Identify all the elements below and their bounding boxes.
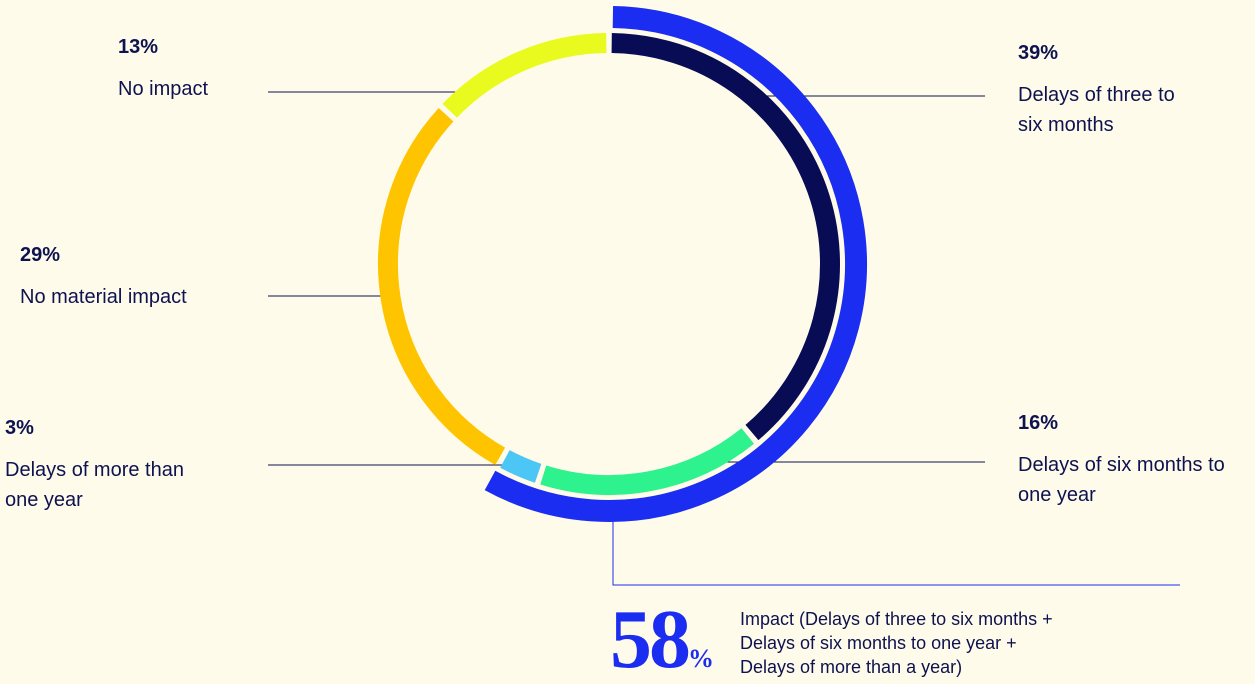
category-label: No material impact <box>20 286 187 308</box>
impact-arc <box>484 6 867 522</box>
category-label: Delays of three to six months <box>1018 84 1175 136</box>
category-label: Delays of more than one year <box>5 459 184 511</box>
impact-leader <box>612 520 1180 586</box>
impact-value: 58% <box>610 598 714 684</box>
donut-segment <box>378 107 506 466</box>
impact-text: Impact (Delays of three to six months + D… <box>740 607 1053 679</box>
impact-text-line: Impact (Delays of three to six months + <box>740 609 1053 629</box>
donut-segment <box>611 33 840 441</box>
percent-label: 39% <box>1018 42 1059 64</box>
donut-segment <box>442 33 607 118</box>
percent-label: 3% <box>5 417 34 439</box>
segment-label: 16% Delays of six months to one year <box>1018 408 1233 510</box>
segment-label: 29% No material impact <box>20 240 260 312</box>
percent-label: 13% <box>118 36 159 58</box>
donut-segment <box>500 450 542 483</box>
segment-label: 13% No impact <box>118 32 268 104</box>
percent-label: 29% <box>20 244 61 266</box>
donut-segment <box>540 428 755 495</box>
impact-unit: % <box>688 644 714 673</box>
segment-label: 3% Delays of more than one year <box>5 413 205 515</box>
category-label: Delays of six months to one year <box>1018 454 1225 506</box>
impact-text-line: Delays of six months to one year + <box>740 633 1017 653</box>
impact-text-line: Delays of more than a year) <box>740 657 963 677</box>
impact-number: 58 <box>610 593 691 684</box>
segment-label: 39% Delays of three to six months <box>1018 38 1193 140</box>
percent-label: 16% <box>1018 412 1059 434</box>
category-label: No impact <box>118 78 209 100</box>
